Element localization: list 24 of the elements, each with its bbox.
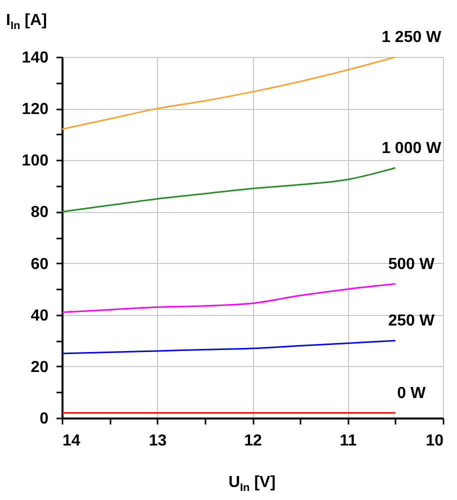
x-tick-label: 11: [340, 432, 357, 450]
x-axis-title: U$_{In}$ [V]: [228, 474, 276, 494]
series-label: 500 W: [388, 256, 436, 273]
y-tick-label: 60: [30, 256, 49, 273]
y-tick-label: 100: [22, 152, 49, 170]
x-tick-label: 14: [62, 432, 80, 450]
y-tick-label: 80: [30, 204, 49, 222]
line-series: [62, 57, 396, 130]
x-tick-label: 12: [244, 432, 262, 450]
series-label: 1 250 W: [382, 29, 442, 46]
y-tick-label: 20: [30, 358, 49, 376]
series-label: 250 W: [388, 312, 436, 330]
line-series: [62, 167, 396, 212]
y-tick-label: 140: [22, 50, 49, 66]
line-series: [62, 283, 396, 314]
line-series: [62, 340, 396, 354]
y-tick-label: 40: [30, 307, 49, 324]
series-label: 0 W: [397, 384, 426, 402]
y-tick-label: 120: [22, 101, 49, 118]
x-tick-label: 10: [426, 432, 444, 450]
series-label: 1 000 W: [382, 140, 442, 157]
y-axis-title: I$_{In}$ [A]: [6, 12, 47, 32]
x-tick-label: 13: [148, 432, 167, 450]
y-tick-label: 0: [40, 410, 49, 428]
